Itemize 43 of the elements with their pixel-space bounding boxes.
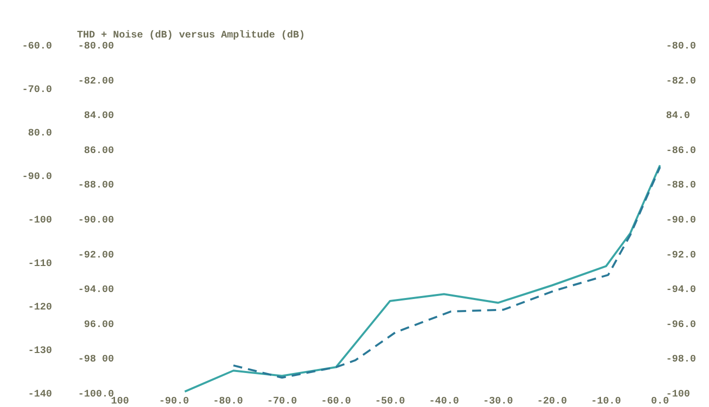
line-series	[184, 164, 661, 393]
x-tick-label: -30.0	[482, 396, 514, 407]
y3-tick-label: -110	[28, 259, 52, 270]
x-tick-label: -90.0	[158, 396, 190, 407]
y3-tick-label: -120	[28, 302, 52, 314]
y-tick-label: -82.00	[78, 76, 114, 88]
y-tick-label: -98 00	[78, 354, 114, 366]
x-tick-label: 0.0	[650, 396, 670, 407]
y2-tick-label: -82.0	[666, 76, 696, 88]
y2-tick-label: -96.0	[666, 320, 696, 331]
x-tick-label: -80.0	[212, 396, 244, 407]
x-tick-label: -70.0	[266, 396, 298, 407]
y2-tick-label: -98.0	[666, 354, 696, 366]
y2-tick-label: -90.0	[666, 216, 696, 226]
line-series	[232, 166, 661, 379]
y3-tick-label: -130	[28, 346, 52, 357]
y3-tick-label: -140	[28, 390, 52, 400]
y-tick-label: -80.00	[78, 42, 114, 52]
y2-tick-label: -94.0	[666, 285, 696, 296]
y-tick-label: -88.00	[78, 180, 114, 192]
chart-title: THD + Noise (dB) versus Amplitude (dB)	[77, 30, 306, 42]
y-tick-label: -90.00	[78, 216, 114, 226]
x-tick-label: -10.0	[590, 396, 622, 407]
y2-tick-label: 84.0	[666, 111, 690, 122]
y3-tick-label: 80.0	[28, 128, 52, 140]
y3-tick-label: -100	[28, 216, 52, 226]
y-tick-label: -94.00	[78, 285, 114, 296]
y3-tick-label: -70.0	[22, 85, 52, 96]
y2-tick-label: -80.0	[666, 42, 696, 52]
y2-tick-label: -86.0	[666, 146, 696, 157]
y2-tick-label: -92.0	[666, 250, 696, 262]
y3-tick-label: -90.0	[22, 172, 52, 183]
x-tick-label: 100	[110, 396, 130, 407]
y-tick-label: 84.00	[84, 111, 114, 122]
x-tick-label: -50.0	[374, 396, 406, 407]
y2-tick-label: -88.0	[666, 180, 696, 192]
y3-tick-label: -60.0	[22, 42, 52, 52]
y-tick-label: 96.00	[84, 320, 114, 331]
y-tick-label: -92.00	[78, 250, 114, 262]
x-tick-label: -60.0	[320, 396, 352, 407]
x-tick-label: -20.0	[536, 396, 568, 407]
y-tick-label: 86.00	[84, 146, 114, 157]
x-tick-label: -40.0	[428, 396, 460, 407]
